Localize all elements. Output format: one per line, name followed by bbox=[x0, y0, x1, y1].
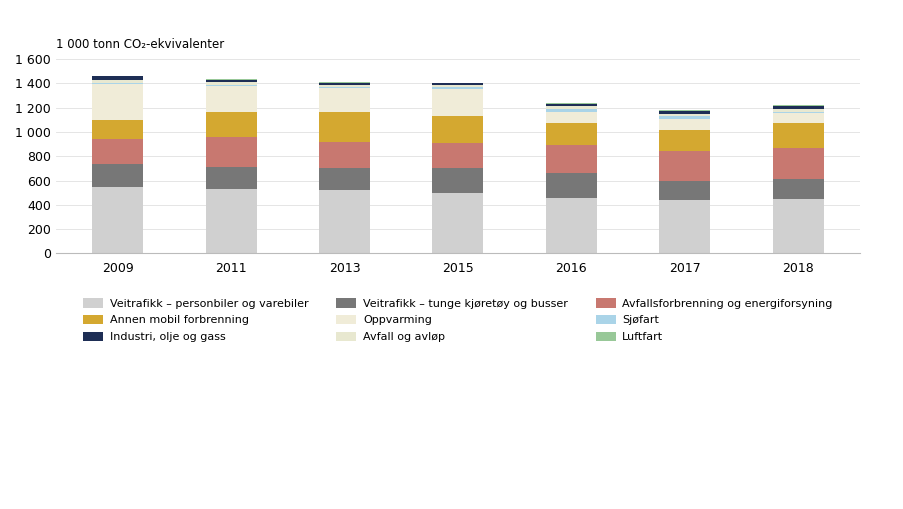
Bar bbox=[545, 109, 596, 112]
Bar bbox=[319, 82, 369, 86]
Legend: Veitrafikk – personbiler og varebiler, Annen mobil forbrenning, Industri, olje o: Veitrafikk – personbiler og varebiler, A… bbox=[79, 294, 836, 347]
Bar bbox=[319, 88, 369, 112]
Bar bbox=[772, 105, 823, 106]
Bar bbox=[206, 79, 256, 80]
Bar bbox=[206, 85, 256, 87]
Bar bbox=[772, 111, 823, 113]
Bar bbox=[432, 90, 483, 116]
Bar bbox=[92, 139, 144, 164]
Bar bbox=[206, 112, 256, 137]
Bar bbox=[432, 82, 483, 83]
Bar bbox=[92, 80, 144, 83]
Bar bbox=[545, 112, 596, 123]
Bar bbox=[319, 112, 369, 142]
Bar bbox=[432, 168, 483, 193]
Bar bbox=[432, 87, 483, 90]
Bar bbox=[432, 83, 483, 85]
Bar bbox=[772, 200, 823, 253]
Bar bbox=[658, 119, 710, 130]
Bar bbox=[319, 87, 369, 88]
Bar bbox=[545, 173, 596, 197]
Bar bbox=[92, 83, 144, 84]
Bar bbox=[772, 113, 823, 123]
Bar bbox=[545, 123, 596, 145]
Bar bbox=[206, 166, 256, 189]
Bar bbox=[432, 85, 483, 87]
Bar bbox=[545, 197, 596, 253]
Bar bbox=[545, 106, 596, 109]
Bar bbox=[772, 179, 823, 200]
Bar bbox=[92, 84, 144, 120]
Bar bbox=[432, 193, 483, 253]
Bar bbox=[545, 103, 596, 104]
Bar bbox=[658, 110, 710, 114]
Bar bbox=[92, 120, 144, 139]
Bar bbox=[545, 145, 596, 173]
Bar bbox=[658, 114, 710, 116]
Bar bbox=[319, 142, 369, 168]
Bar bbox=[432, 116, 483, 144]
Bar bbox=[319, 190, 369, 253]
Bar bbox=[206, 189, 256, 253]
Bar bbox=[206, 137, 256, 166]
Bar bbox=[772, 123, 823, 148]
Bar bbox=[92, 76, 144, 80]
Bar bbox=[319, 168, 369, 190]
Bar bbox=[772, 148, 823, 179]
Bar bbox=[206, 80, 256, 82]
Bar bbox=[206, 82, 256, 85]
Bar bbox=[658, 130, 710, 151]
Bar bbox=[658, 181, 710, 200]
Text: 1 000 tonn CO₂-ekvivalenter: 1 000 tonn CO₂-ekvivalenter bbox=[56, 38, 224, 51]
Bar bbox=[92, 187, 144, 253]
Bar bbox=[206, 87, 256, 112]
Bar bbox=[319, 86, 369, 87]
Bar bbox=[772, 106, 823, 109]
Bar bbox=[658, 151, 710, 181]
Bar bbox=[658, 116, 710, 119]
Bar bbox=[658, 200, 710, 253]
Bar bbox=[772, 109, 823, 111]
Bar bbox=[432, 144, 483, 168]
Bar bbox=[92, 164, 144, 187]
Bar bbox=[545, 104, 596, 106]
